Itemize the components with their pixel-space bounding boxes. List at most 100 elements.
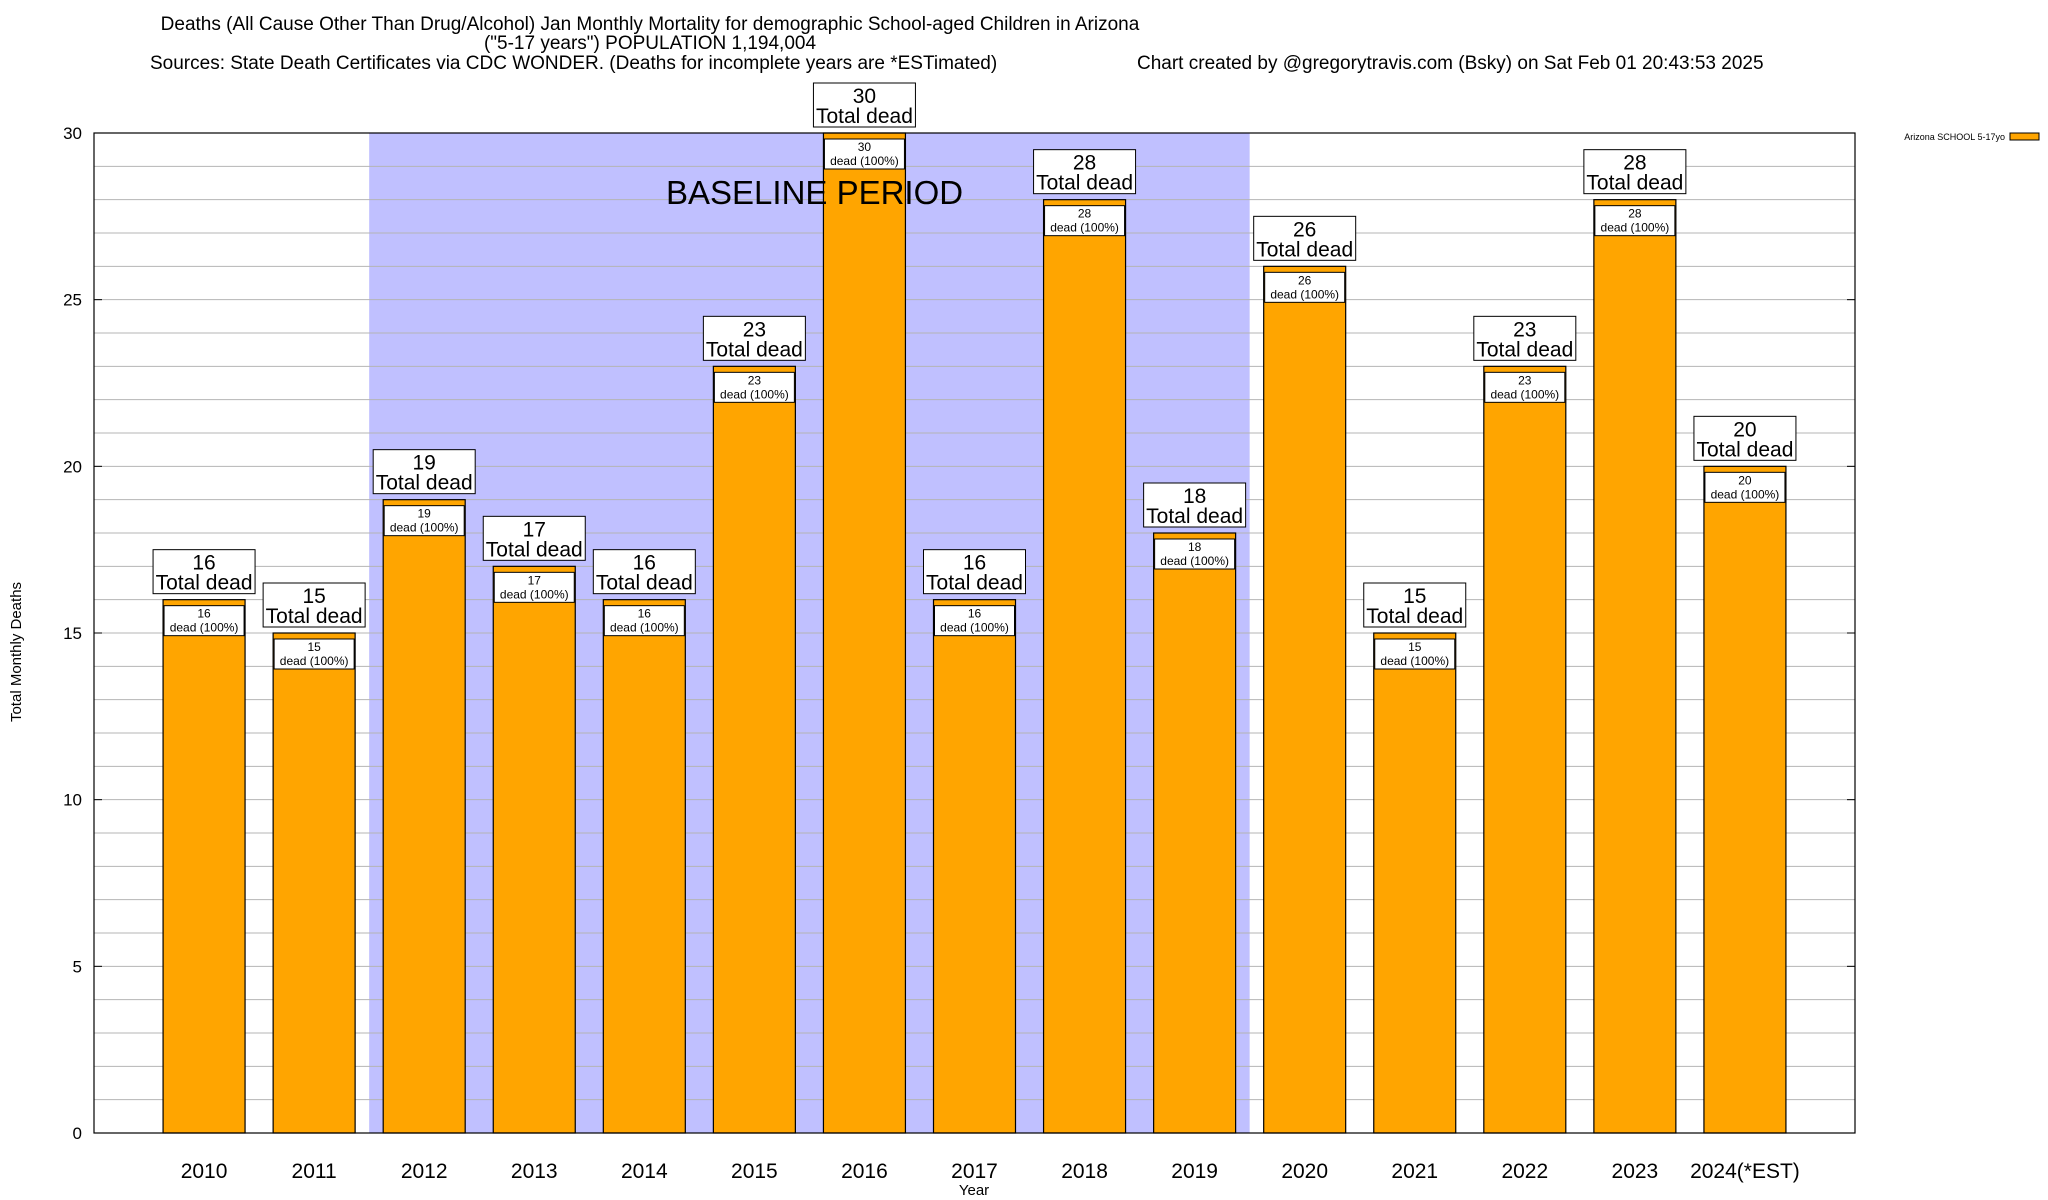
bar-inner-value: 26 — [1298, 273, 1312, 287]
bar-total-caption: Total dead — [926, 572, 1023, 595]
bar-inner-value: 15 — [307, 640, 321, 654]
bar-inner-percent: dead (100%) — [1160, 554, 1229, 568]
x-tick-label: 2019 — [1171, 1160, 1218, 1183]
x-tick-label: 2020 — [1281, 1160, 1328, 1183]
bar-inner-label-box — [823, 138, 905, 170]
bar-inner-label-box — [383, 505, 465, 537]
bar-total-caption: Total dead — [596, 572, 693, 595]
bar-inner-value: 16 — [638, 607, 652, 621]
bar-total-caption: Total dead — [816, 105, 913, 128]
chart-credit: Chart created by @gregorytravis.com (Bsk… — [1137, 53, 1764, 74]
y-tick-label: 30 — [63, 124, 82, 143]
bar — [492, 565, 576, 1134]
bar-inner-label-box — [713, 371, 795, 403]
y-tick-label: 15 — [63, 624, 82, 643]
x-tick-label: 2015 — [731, 1160, 778, 1183]
bar-total-caption: Total dead — [706, 338, 803, 361]
bar-inner-percent: dead (100%) — [280, 654, 349, 668]
bar-total-label-box — [1693, 415, 1797, 461]
bar-inner-value: 28 — [1628, 207, 1642, 221]
bar-inner-label-box — [1704, 471, 1786, 503]
bar-total-label-box — [372, 449, 476, 495]
y-tick-label: 0 — [73, 1124, 82, 1143]
legend-label: Arizona SCHOOL 5-17yo — [1904, 132, 2005, 142]
bar-total-caption: Total dead — [156, 572, 253, 595]
bar-total-caption: Total dead — [1476, 338, 1573, 361]
bar-total-caption: Total dead — [376, 472, 473, 495]
bar-total-caption: Total dead — [1366, 605, 1463, 628]
bar-total-value: 28 — [1623, 152, 1646, 175]
legend: Arizona SCHOOL 5-17yo — [1904, 132, 2040, 142]
bar-total-value: 19 — [413, 452, 436, 475]
bar-total-value: 15 — [1403, 585, 1426, 608]
x-tick-label: 2018 — [1061, 1160, 1108, 1183]
bar — [1153, 532, 1237, 1134]
bar-inner-label-box — [603, 605, 685, 637]
bar-inner-value: 28 — [1078, 207, 1092, 221]
bar-total-label-box — [1473, 315, 1577, 361]
bar-inner-label-box — [273, 638, 355, 670]
bar-inner-label-box — [1044, 205, 1126, 237]
bar — [382, 499, 466, 1134]
bar-total-label-box — [1033, 149, 1137, 195]
x-tick-label: 2010 — [181, 1160, 228, 1183]
bar-total-value: 23 — [743, 318, 766, 341]
bar-inner-percent: dead (100%) — [1050, 221, 1119, 235]
bar-inner-label-box — [1154, 538, 1236, 570]
bar-inner-value: 19 — [418, 507, 432, 521]
bar-inner-value: 16 — [197, 607, 211, 621]
bar-total-label-box — [1253, 215, 1357, 261]
x-tick-label: 2014 — [621, 1160, 668, 1183]
bar-inner-value: 30 — [858, 140, 872, 154]
bar-inner-label-box — [163, 605, 245, 637]
chart-subtitle: ("5-17 years") POPULATION 1,194,004 — [483, 33, 817, 54]
baseline-period-label: BASELINE PERIOD — [666, 174, 963, 211]
bar-total-caption: Total dead — [1586, 172, 1683, 195]
bar-inner-value: 23 — [748, 373, 762, 387]
y-tick-label: 25 — [63, 291, 82, 310]
bar-inner-percent: dead (100%) — [500, 587, 569, 601]
bar — [162, 599, 246, 1134]
x-axis-label: Year — [959, 1182, 989, 1199]
bar — [932, 599, 1017, 1134]
bar-total-label-box — [1143, 482, 1247, 528]
bar-total-label-box — [1363, 582, 1467, 628]
bar-total-label-box — [923, 549, 1026, 595]
bar-inner-label-box — [493, 571, 575, 603]
y-tick-label: 5 — [73, 957, 82, 976]
bar-total-value: 15 — [302, 585, 325, 608]
x-tick-label: 2016 — [841, 1160, 888, 1183]
y-tick-label: 10 — [63, 791, 82, 810]
chart-sources: Sources: State Death Certificates via CD… — [150, 53, 998, 74]
bar-total-caption: Total dead — [1696, 438, 1793, 461]
bar-inner-percent: dead (100%) — [610, 621, 679, 635]
bar-total-label-box — [592, 549, 696, 595]
x-tick-label: 2011 — [292, 1160, 337, 1183]
bar-total-value: 16 — [633, 552, 656, 575]
bar-inner-value: 16 — [968, 607, 982, 621]
bar-inner-label-box — [1264, 271, 1346, 303]
bar-inner-value: 23 — [1518, 373, 1532, 387]
bar-total-label-box — [702, 315, 806, 361]
bar-inner-percent: dead (100%) — [1711, 487, 1780, 501]
bar-inner-percent: dead (100%) — [170, 621, 239, 635]
legend-swatch — [2009, 132, 2040, 141]
bar-total-value: 18 — [1183, 485, 1206, 508]
bar — [822, 132, 907, 1134]
bar-total-caption: Total dead — [1256, 238, 1353, 261]
bar-inner-value: 20 — [1738, 473, 1752, 487]
bar — [1593, 199, 1677, 1134]
x-tick-label: 2013 — [511, 1160, 558, 1183]
bar-total-value: 16 — [192, 552, 215, 575]
x-tick-label: 2021 — [1391, 1160, 1438, 1183]
bar — [712, 365, 796, 1134]
bar-total-value: 16 — [963, 552, 986, 575]
bar-total-label-box — [482, 515, 586, 561]
bar-total-value: 26 — [1293, 218, 1316, 241]
bar-inner-label-box — [934, 605, 1015, 637]
x-tick-label: 2012 — [401, 1160, 448, 1183]
bar-inner-percent: dead (100%) — [1490, 387, 1559, 401]
bar — [1373, 632, 1457, 1134]
